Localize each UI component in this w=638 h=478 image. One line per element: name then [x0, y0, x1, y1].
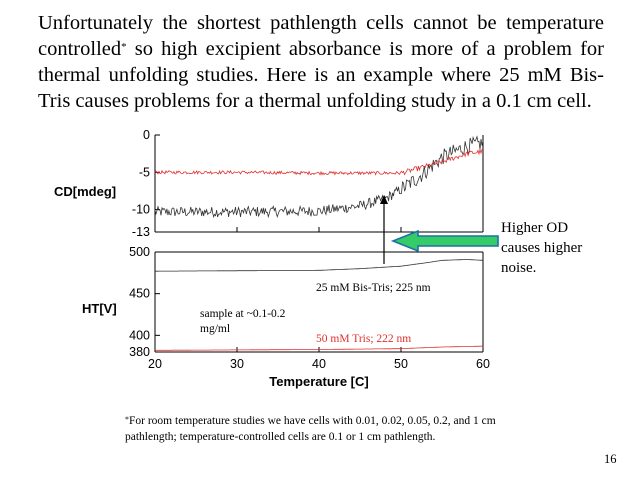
- callout-text: Higher OD causes higher noise.: [501, 220, 583, 276]
- bottom-panel-ytick-label: 400: [129, 328, 150, 342]
- annotation-sample-line2: mg/ml: [200, 323, 230, 335]
- top-panel-series-tris: [154, 148, 484, 176]
- top-panel-ytick-label: 0: [143, 128, 150, 142]
- annotation-bistris: 25 mM Bis-Tris; 225 nm: [316, 282, 431, 294]
- top-panel-series-bistris: [154, 135, 484, 219]
- callout-arrow: [390, 229, 499, 253]
- x-tick-label: 20: [148, 357, 162, 371]
- footnote-text: For room temperature studies we have cel…: [125, 415, 496, 443]
- top-panel-ytick-label: -5: [139, 165, 150, 179]
- intro-footnote-mark: *: [121, 41, 127, 53]
- intro-text-1: Unfortunately the shortest pathlength ce…: [38, 12, 604, 60]
- footnote: *For room temperature studies we have ce…: [125, 413, 525, 445]
- x-axis-label: Temperature [C]: [269, 374, 368, 389]
- top-panel-ytick-label: -10: [132, 203, 150, 217]
- footnote-mark: *: [125, 415, 129, 424]
- annotation-sample-line1: sample at ~0.1-0.2: [200, 308, 286, 320]
- bottom-panel-series-bistris: [155, 259, 483, 272]
- intro-text-2: so high excipient absorbance is more of …: [38, 38, 604, 112]
- intro-paragraph: Unfortunately the shortest pathlength ce…: [38, 10, 604, 114]
- top-panel-y-label: CD[mdeg]: [54, 184, 116, 199]
- x-tick-label: 50: [394, 357, 408, 371]
- slide-number: 16: [604, 452, 617, 466]
- x-tick-label: 60: [476, 357, 490, 371]
- x-tick-label: 30: [230, 357, 244, 371]
- bottom-panel-ytick-label: 500: [129, 245, 150, 259]
- bottom-panel-series-tris: [155, 345, 483, 351]
- x-tick-label: 40: [312, 357, 326, 371]
- annotation-tris: 50 mM Tris; 222 nm: [316, 333, 411, 345]
- bottom-panel-y-label: HT[V]: [82, 301, 117, 316]
- noise-pointer-arrow-head: [380, 195, 388, 204]
- top-panel-ytick-label: -13: [132, 225, 150, 239]
- bottom-panel-ytick-label: 380: [129, 345, 150, 359]
- bottom-panel-ytick-label: 450: [129, 287, 150, 301]
